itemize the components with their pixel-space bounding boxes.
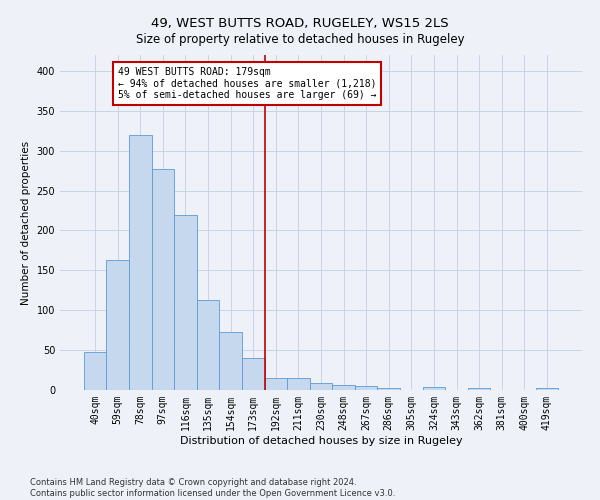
Bar [129,135,152,390]
Bar [332,385,355,390]
Bar [377,388,400,390]
Text: 49 WEST BUTTS ROAD: 179sqm
← 94% of detached houses are smaller (1,218)
5% of se: 49 WEST BUTTS ROAD: 179sqm ← 94% of deta… [118,67,376,100]
X-axis label: Distribution of detached houses by size in Rugeley: Distribution of detached houses by size … [179,436,463,446]
Bar [536,388,558,390]
Text: Contains HM Land Registry data © Crown copyright and database right 2024.
Contai: Contains HM Land Registry data © Crown c… [30,478,395,498]
Bar [174,214,197,390]
Bar [84,352,106,390]
Bar [422,387,445,390]
Bar [287,378,310,390]
Bar [220,332,242,390]
Bar [265,378,287,390]
Bar [197,300,220,390]
Text: Size of property relative to detached houses in Rugeley: Size of property relative to detached ho… [136,32,464,46]
Bar [468,388,490,390]
Bar [355,386,377,390]
Bar [242,358,265,390]
Bar [310,383,332,390]
Bar [106,260,129,390]
Y-axis label: Number of detached properties: Number of detached properties [21,140,31,304]
Text: 49, WEST BUTTS ROAD, RUGELEY, WS15 2LS: 49, WEST BUTTS ROAD, RUGELEY, WS15 2LS [151,18,449,30]
Bar [152,169,174,390]
